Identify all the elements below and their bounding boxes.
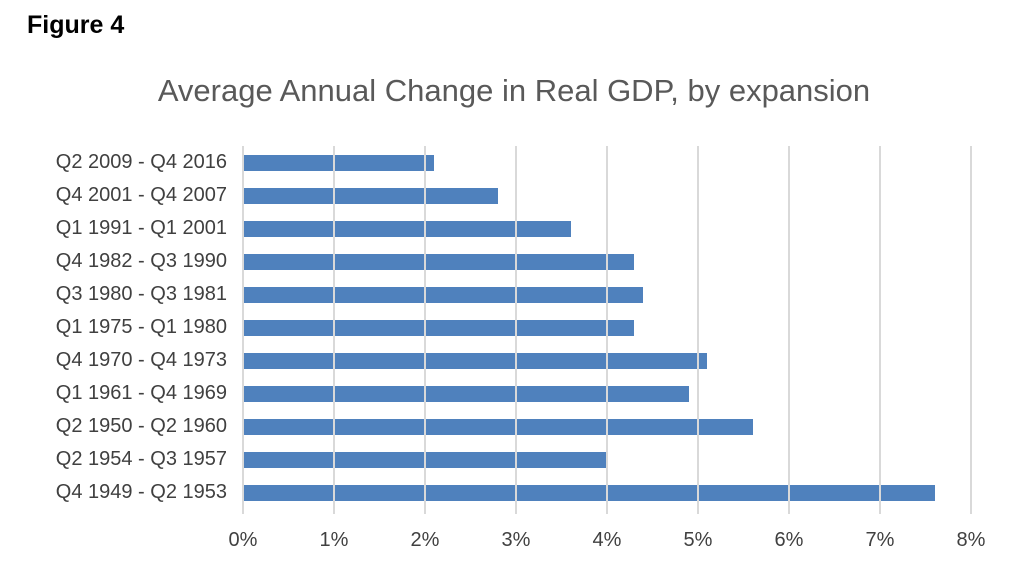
- x-axis-tick-label: 1%: [319, 529, 349, 551]
- bar-track: [243, 377, 971, 410]
- bar: [243, 319, 635, 336]
- bar-track: [243, 476, 971, 509]
- bar: [243, 220, 571, 237]
- bar: [243, 187, 498, 204]
- x-axis-tick-label: 0%: [228, 529, 258, 551]
- chart-row: Q2 1954 - Q3 1957: [0, 443, 971, 476]
- category-label: Q1 1991 - Q1 2001: [55, 217, 227, 239]
- bar-track: [243, 344, 971, 377]
- category-label: Q4 2001 - Q4 2007: [55, 184, 227, 206]
- bar: [243, 352, 708, 369]
- bar-track: [243, 245, 971, 278]
- chart-row: Q4 1982 - Q3 1990: [0, 245, 971, 278]
- bar: [243, 484, 935, 501]
- x-axis-tick-label: 3%: [501, 529, 531, 551]
- bar-track: [243, 179, 971, 212]
- bar: [243, 253, 635, 270]
- chart-row: Q1 1961 - Q4 1969: [0, 377, 971, 410]
- bar-track: [243, 443, 971, 476]
- chart-title: Average Annual Change in Real GDP, by ex…: [157, 73, 871, 108]
- x-axis-tick-label: 7%: [865, 529, 895, 551]
- chart-row: Q4 2001 - Q4 2007: [0, 179, 971, 212]
- x-axis-tick-label: 5%: [683, 529, 713, 551]
- chart-row: Q1 1975 - Q1 1980: [0, 311, 971, 344]
- bar: [243, 154, 435, 171]
- bar-track: [243, 212, 971, 245]
- category-label: Q2 2009 - Q4 2016: [55, 151, 227, 173]
- bar: [243, 286, 644, 303]
- category-label: Q4 1982 - Q3 1990: [55, 250, 227, 272]
- chart-row: Q3 1980 - Q3 1981: [0, 278, 971, 311]
- category-label: Q3 1980 - Q3 1981: [55, 283, 227, 305]
- bar: [243, 418, 753, 435]
- bar: [243, 385, 689, 402]
- x-axis-tick-label: 2%: [410, 529, 440, 551]
- category-label: Q1 1961 - Q4 1969: [55, 382, 227, 404]
- rows: Q2 2009 - Q4 2016 Q4 2001 - Q4 2007 Q1 199…: [0, 146, 971, 509]
- bar-track: [243, 146, 971, 179]
- bar-track: [243, 278, 971, 311]
- category-label: Q4 1970 - Q4 1973: [55, 349, 227, 371]
- bar-track: [243, 311, 971, 344]
- chart-row: Q2 2009 - Q4 2016: [0, 146, 971, 179]
- category-label: Q2 1954 - Q3 1957: [55, 448, 227, 470]
- bar: [243, 451, 607, 468]
- category-label: Q4 1949 - Q2 1953: [55, 481, 227, 503]
- chart-row: Q4 1970 - Q4 1973: [0, 344, 971, 377]
- chart-row: Q4 1949 - Q2 1953: [0, 476, 971, 509]
- bar-track: [243, 410, 971, 443]
- x-axis-tick-label: 8%: [956, 529, 986, 551]
- category-label: Q1 1975 - Q1 1980: [55, 316, 227, 338]
- x-axis-tick-label: 4%: [592, 529, 622, 551]
- chart-row: Q1 1991 - Q1 2001: [0, 212, 971, 245]
- x-axis: 0% 1% 2% 3% 4% 5% 6% 7% 8%: [229, 529, 986, 557]
- category-label: Q2 1950 - Q2 1960: [55, 415, 227, 437]
- x-axis-tick-label: 6%: [774, 529, 804, 551]
- chart-row: Q2 1950 - Q2 1960: [0, 410, 971, 443]
- figure-label: Figure 4: [27, 11, 125, 39]
